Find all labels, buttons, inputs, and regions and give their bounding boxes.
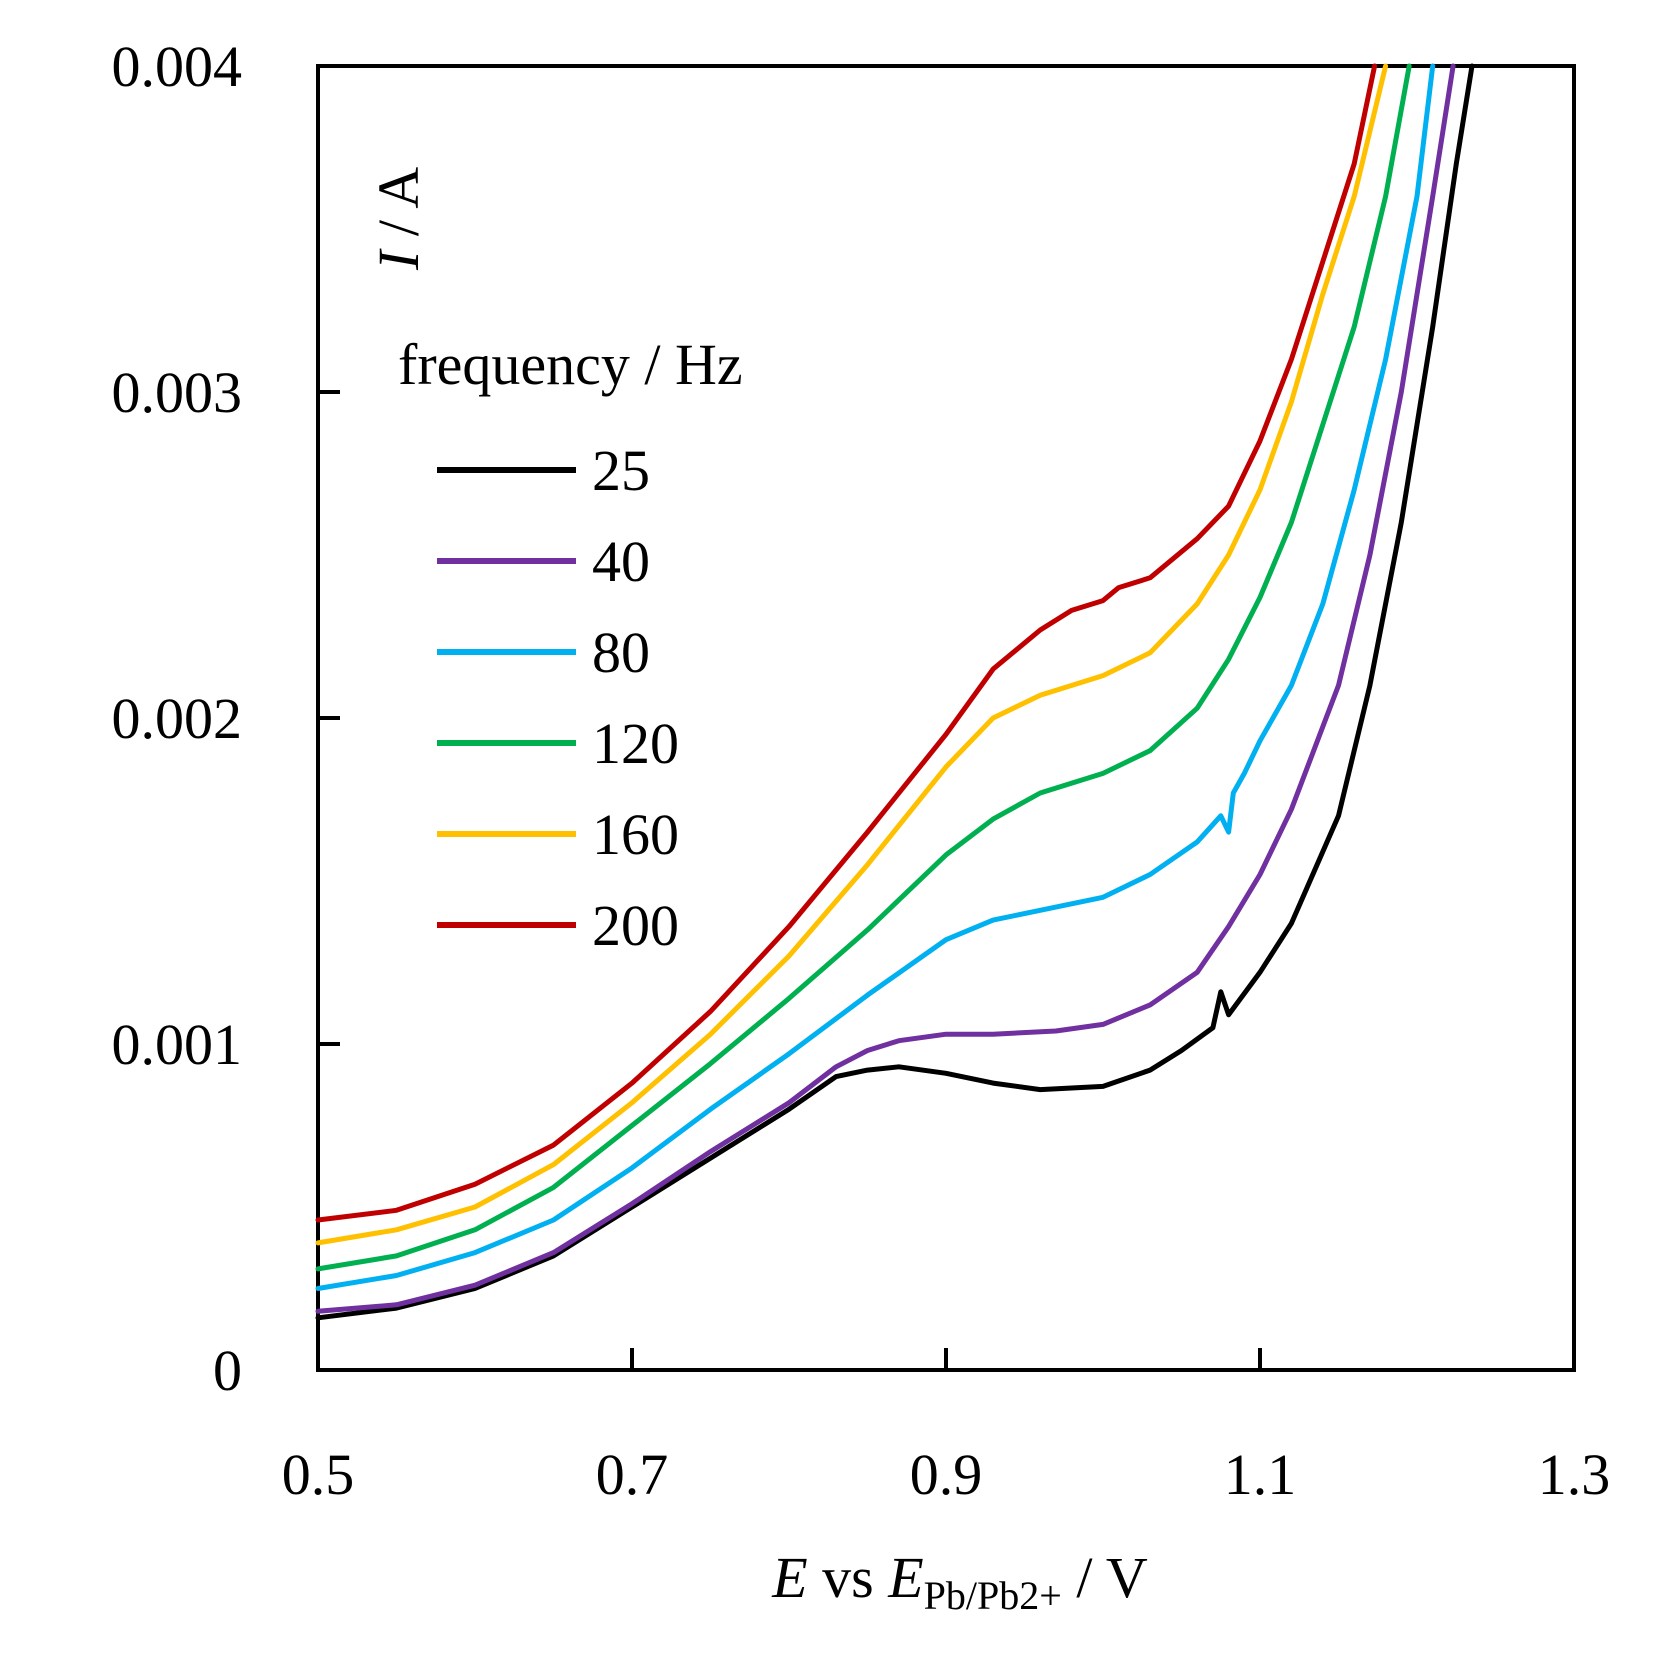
y-tick-label: 0.002 [112, 686, 243, 751]
x-axis-subscript: Pb/Pb2+ [924, 1573, 1062, 1618]
x-ticks: 0.5 0.7 0.9 1.1 1.3 [282, 1348, 1611, 1507]
x-tick-label: 0.9 [910, 1442, 983, 1507]
y-axis-unit: / A [366, 167, 431, 251]
series-line-120 [315, 63, 1412, 1272]
series-line-160 [315, 63, 1389, 1246]
legend-title: frequency / Hz [398, 332, 743, 397]
legend-label-120: 120 [592, 711, 679, 776]
x-axis-mid: vs [808, 1545, 889, 1610]
y-axis-title: I / A [366, 167, 431, 271]
series-line-80 [315, 63, 1436, 1291]
series-group [315, 63, 1475, 1321]
x-axis-title: E vs EPb/Pb2+ / V [771, 1545, 1148, 1618]
legend: 25 40 80 120 160 200 [437, 438, 679, 958]
x-tick-label: 1.1 [1224, 1442, 1297, 1507]
x-axis-var2: E [887, 1545, 923, 1610]
x-tick-label: 0.5 [282, 1442, 355, 1507]
series-line-25 [315, 63, 1475, 1321]
y-tick-label: 0 [213, 1338, 242, 1403]
legend-label-25: 25 [592, 438, 650, 503]
series-line-200 [315, 63, 1378, 1223]
plot-frame [316, 64, 1576, 1372]
x-tick-label: 0.7 [596, 1442, 669, 1507]
legend-label-40: 40 [592, 529, 650, 594]
legend-label-160: 160 [592, 802, 679, 867]
y-axis-var: I [366, 248, 431, 271]
series-line-40 [315, 63, 1456, 1314]
legend-label-200: 200 [592, 893, 679, 958]
y-ticks: 0 0.001 0.002 0.003 0.004 [112, 34, 340, 1403]
y-tick-label: 0.001 [112, 1012, 243, 1077]
y-tick-label: 0.004 [112, 34, 243, 99]
x-tick-label: 1.3 [1538, 1442, 1611, 1507]
x-axis-unit: / V [1062, 1545, 1148, 1610]
x-axis-var: E [771, 1545, 807, 1610]
legend-label-80: 80 [592, 620, 650, 685]
y-tick-label: 0.003 [112, 360, 243, 425]
